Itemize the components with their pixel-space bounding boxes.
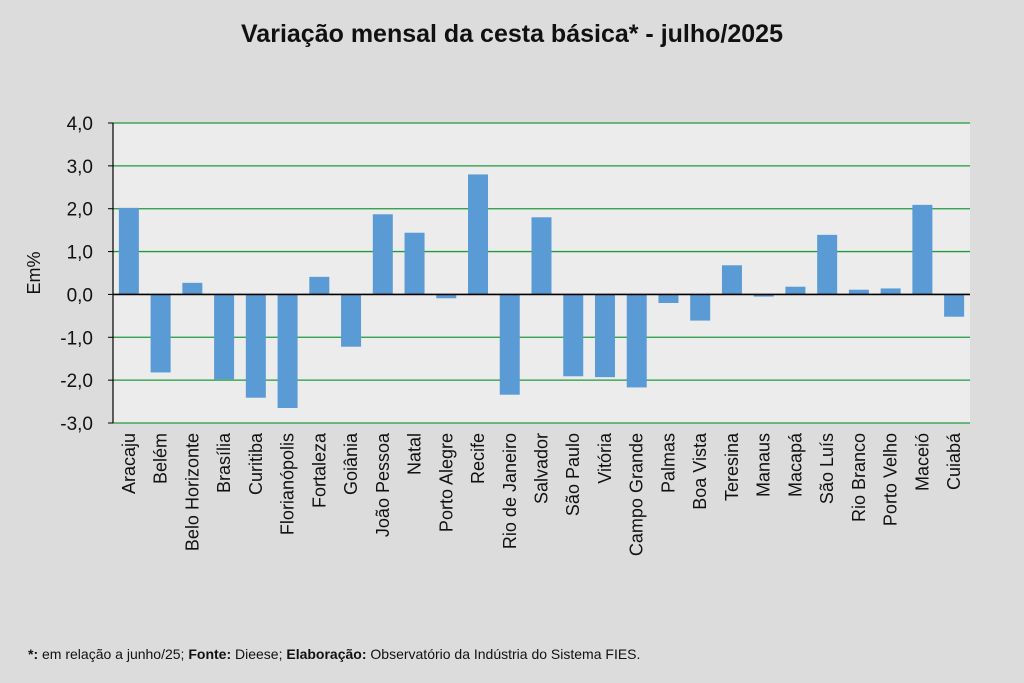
bar	[182, 282, 203, 295]
bar	[944, 294, 965, 317]
footnote-star-text: em relação a junho/25;	[38, 646, 189, 662]
bar	[372, 214, 393, 295]
bar	[341, 294, 362, 347]
x-category-label: Brasília	[214, 432, 234, 493]
x-category-label: Salvador	[532, 433, 552, 504]
y-tick-label: -3,0	[60, 414, 93, 435]
x-category-label: Florianópolis	[278, 433, 298, 535]
x-category-label: Recife	[468, 433, 488, 484]
y-axis-title: Em%	[24, 251, 44, 294]
x-category-label: Natal	[405, 433, 425, 475]
x-category-label: Goiânia	[341, 432, 361, 495]
x-category-label: Rio de Janeiro	[500, 433, 520, 549]
x-category-label: Fortaleza	[309, 432, 329, 508]
footnote-prepared-text: Observatório da Indústria do Sistema FIE…	[366, 646, 641, 662]
x-category-label: Vitória	[595, 432, 615, 484]
bar	[594, 294, 615, 378]
bar	[785, 286, 806, 295]
bar	[880, 288, 901, 295]
y-tick-label: 3,0	[67, 157, 93, 178]
bar	[277, 294, 298, 408]
x-category-label: Rio Branco	[849, 433, 869, 522]
x-category-label: São Luís	[817, 433, 837, 504]
bar	[563, 294, 584, 377]
bar	[753, 294, 774, 297]
x-category-label: Belo Horizonte	[182, 433, 202, 551]
bar	[912, 204, 933, 295]
footnote-star: *:	[28, 646, 39, 662]
x-category-label: Maceió	[912, 433, 932, 491]
bar-chart: 4,0 3,0 2,0 1,0 0,0 -1,0 -2,0 -3,0 Em% Aracaju Bel…	[24, 114, 970, 556]
bar	[436, 294, 457, 299]
x-category-label: Macapá	[785, 432, 805, 497]
y-tick-label: 0,0	[67, 285, 93, 306]
bar	[118, 207, 139, 295]
x-category-label: Porto Velho	[881, 433, 901, 526]
bar	[626, 294, 647, 388]
bar	[499, 294, 520, 395]
x-category-label: Belém	[151, 433, 171, 484]
chart-title: Variação mensal da cesta básica* - julho…	[241, 20, 783, 48]
bar	[690, 294, 711, 321]
y-tick-label: -1,0	[60, 328, 93, 349]
bar	[404, 232, 425, 295]
y-tick-label: 1,0	[67, 243, 93, 264]
x-category-label: Manaus	[754, 433, 774, 497]
footnote-source-label: Fonte:	[188, 646, 232, 662]
footnote-source-text: Dieese;	[231, 646, 287, 662]
bar	[309, 276, 330, 295]
bar	[658, 294, 679, 303]
bar	[531, 217, 552, 295]
x-category-label: Cuiabá	[944, 432, 964, 490]
x-category-label: São Paulo	[563, 433, 583, 516]
bar	[721, 265, 742, 295]
y-tick-label: -2,0	[60, 371, 93, 392]
y-tick-label: 2,0	[67, 200, 93, 221]
x-category-label: Palmas	[658, 433, 678, 493]
x-category-label: Teresina	[722, 432, 742, 501]
bar	[245, 294, 266, 398]
y-tick-label: 4,0	[67, 114, 93, 135]
x-category-label: Curitiba	[246, 432, 266, 495]
bar	[817, 234, 838, 295]
bar	[468, 174, 489, 295]
x-category-label: Porto Alegre	[436, 433, 456, 532]
x-category-label: Boa Vista	[690, 432, 710, 510]
bar	[848, 289, 869, 295]
x-category-label: Campo Grande	[627, 433, 647, 556]
footnote-prepared-label: Elaboração:	[286, 646, 367, 662]
bar	[150, 294, 171, 373]
x-category-label: Aracaju	[119, 433, 139, 494]
x-category-label: João Pessoa	[373, 432, 393, 537]
bar	[214, 294, 235, 380]
chart-footnote: *: em relação a junho/25; Fonte: Dieese;…	[28, 646, 640, 662]
